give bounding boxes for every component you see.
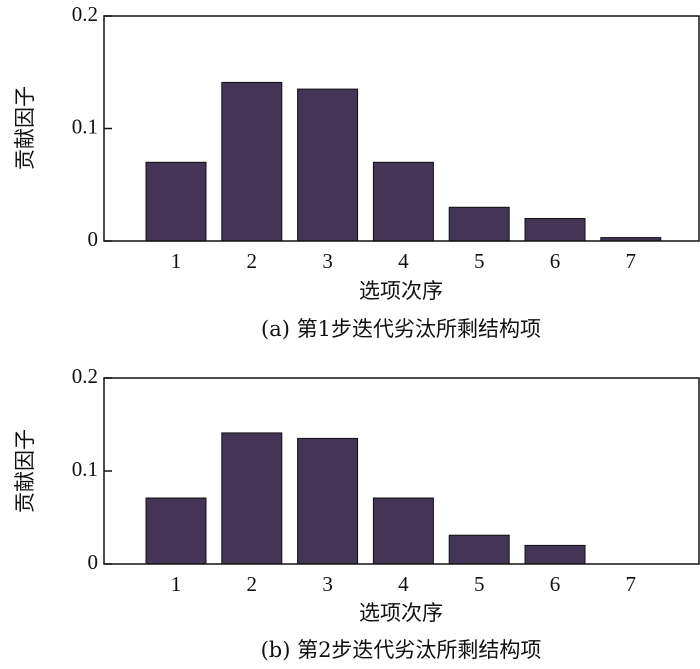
y-tick-label-a-0: 0 [88, 227, 99, 251]
chart-panel-a: 1 2 3 4 5 6 7 0 0.1 0.2 贡献因子 选项次序 (a) 第1步迭代劣汰所剩结构… [13, 2, 700, 341]
x-tick-label-a-7: 7 [626, 249, 637, 273]
bars-a [145, 81, 662, 242]
x-tick-label-a-1: 1 [171, 249, 182, 273]
ticks-b: 1 2 3 4 5 6 7 0 0.1 0.2 [72, 364, 636, 596]
bar-b-3 [297, 437, 359, 565]
caption-a: (a) 第1步迭代劣汰所剩结构项 [261, 317, 541, 341]
x-tick-label-b-1: 1 [171, 572, 182, 596]
bar-a-3 [297, 88, 359, 242]
ticks-a: 1 2 3 4 5 6 7 0 0.1 0.2 [72, 2, 636, 273]
bar-b-4 [372, 497, 434, 565]
x-tick-label-b-6: 6 [550, 572, 561, 596]
ylabel-b: 贡献因子 [13, 429, 37, 513]
bar-b-6 [524, 544, 586, 565]
x-tick-label-a-4: 4 [398, 249, 409, 273]
bar-a-6 [524, 218, 586, 242]
bar-b-2 [221, 432, 283, 565]
bars-b [145, 432, 586, 565]
y-tick-label-b-1: 0.1 [72, 457, 98, 481]
xlabel-a: 选项次序 [359, 279, 443, 303]
y-tick-label-a-1: 0.1 [72, 114, 98, 138]
x-tick-label-b-4: 4 [398, 572, 409, 596]
x-tick-label-a-6: 6 [550, 249, 561, 273]
y-tick-label-b-0: 0 [88, 550, 99, 574]
x-tick-label-a-3: 3 [322, 249, 333, 273]
x-tick-label-a-5: 5 [474, 249, 485, 273]
xlabel-b: 选项次序 [359, 601, 443, 625]
y-tick-label-a-2: 0.2 [72, 2, 98, 26]
bar-b-5 [448, 534, 510, 565]
x-tick-label-b-5: 5 [474, 572, 485, 596]
y-tick-label-b-2: 0.2 [72, 364, 98, 388]
x-tick-label-a-2: 2 [247, 249, 258, 273]
bar-a-1 [145, 161, 207, 242]
x-tick-label-b-7: 7 [626, 572, 637, 596]
chart-panel-b: 1 2 3 4 5 6 7 0 0.1 0.2 贡献因子 选项次序 (b) 第2步迭代劣汰所剩结构… [13, 364, 700, 662]
bar-a-4 [372, 161, 434, 242]
caption-b: (b) 第2步迭代劣汰所剩结构项 [261, 638, 542, 662]
x-tick-label-b-3: 3 [322, 572, 333, 596]
ylabel-a: 贡献因子 [13, 86, 37, 170]
bar-b-1 [145, 497, 207, 565]
x-tick-label-b-2: 2 [247, 572, 258, 596]
bar-a-5 [448, 206, 510, 242]
bar-a-2 [221, 81, 283, 242]
